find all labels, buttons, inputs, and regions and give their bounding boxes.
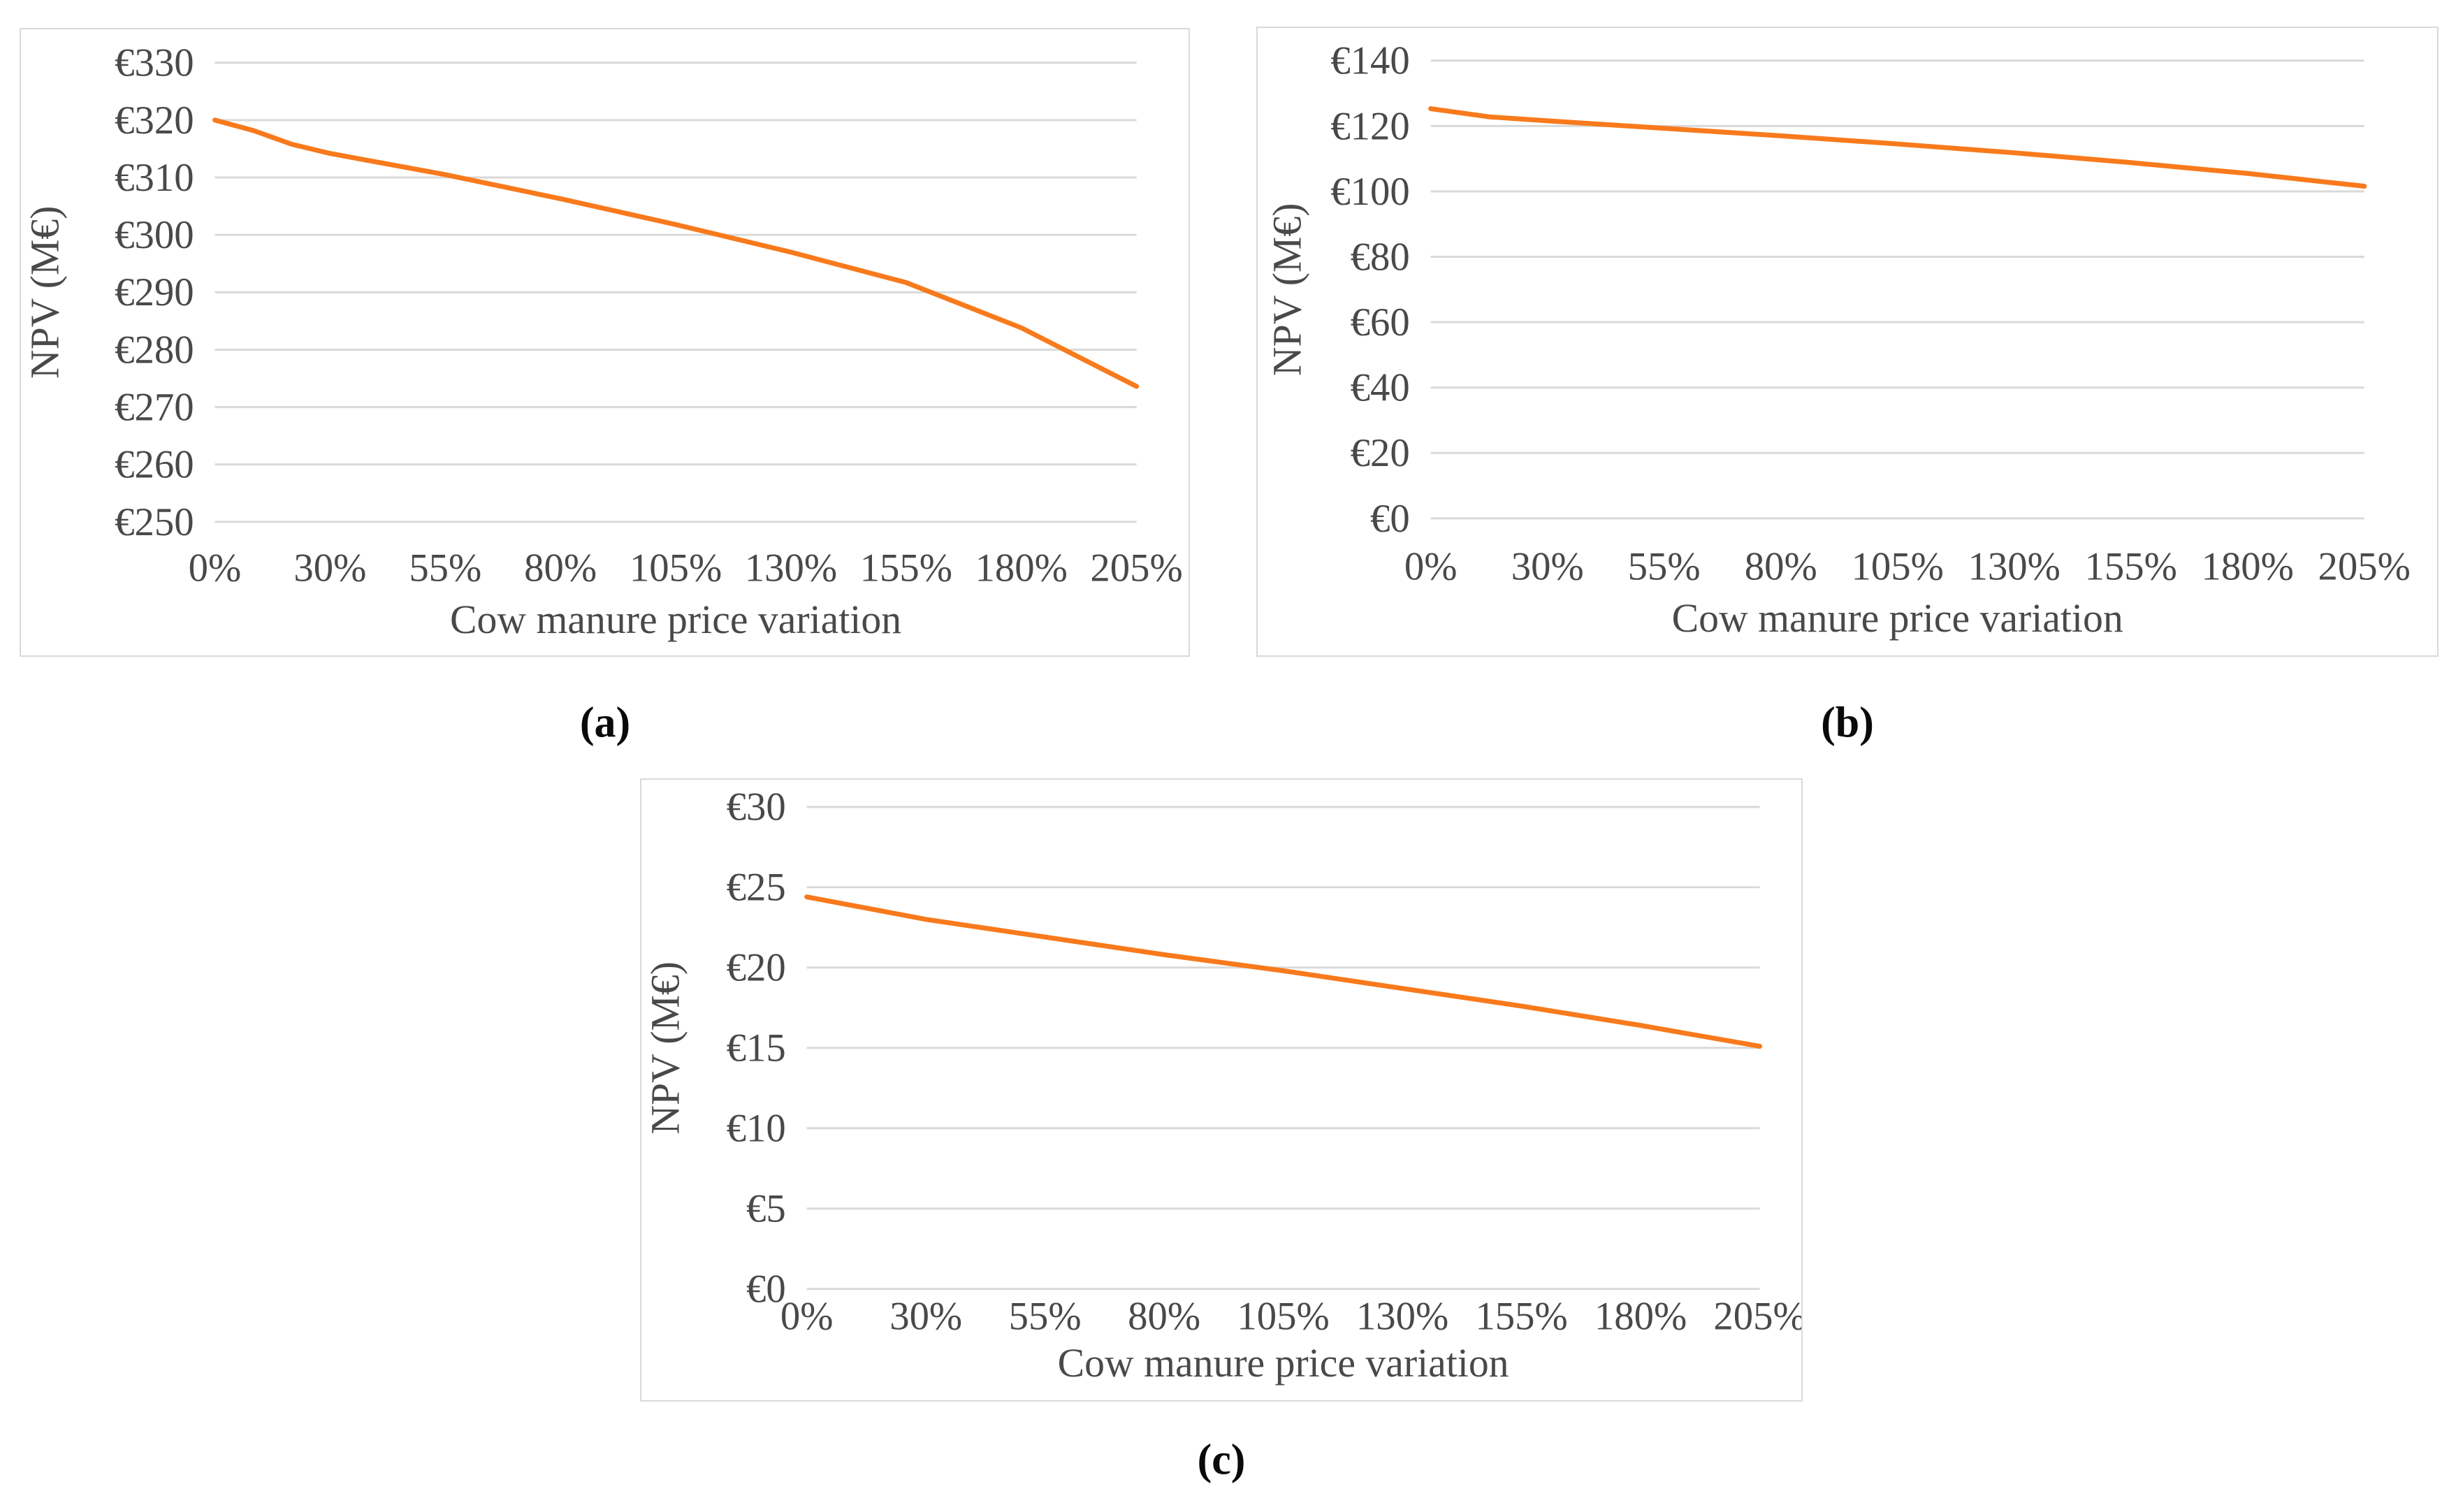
x-tick-label: 0% xyxy=(189,546,242,590)
x-tick-label: 55% xyxy=(1628,544,1701,588)
gridlines xyxy=(1430,59,2364,520)
caption-a: (a) xyxy=(579,699,631,747)
x-tick-label: 130% xyxy=(745,546,837,590)
y-tick-label: €40 xyxy=(1351,366,1410,410)
x-tick-label: 130% xyxy=(1968,544,2061,588)
y-tick-label: €330 xyxy=(115,41,194,85)
chart-c-svg: €30 €25 €20 €15 €10 €5 €00% 30% 55% 80% 105% 130% 15… xyxy=(644,785,1801,1386)
y-tick-label: €320 xyxy=(115,99,194,143)
x-tick-label: 55% xyxy=(1009,1294,1082,1338)
y-tick-label: €10 xyxy=(727,1107,786,1151)
y-tick-label: €140 xyxy=(1330,39,1409,83)
x-tick-label: 155% xyxy=(860,546,952,590)
y-tick-label: €290 xyxy=(115,270,194,314)
y-axis-tick-labels: €140 €120 €100 €80 €60 €40 €20 €0 xyxy=(1330,39,1409,541)
chart-panel-a: €330 €320 €310 €300 €290 €280 €270 €260 €250 0% 30… xyxy=(20,28,1190,657)
y-axis-tick-labels: €30 €25 €20 €15 €10 €5 €0 xyxy=(727,785,786,1311)
x-tick-label: 30% xyxy=(889,1294,962,1338)
y-tick-label: €270 xyxy=(115,386,194,430)
y-tick-label: €300 xyxy=(115,213,194,257)
y-tick-label: €120 xyxy=(1330,104,1409,148)
caption-b: (b) xyxy=(1821,699,1874,747)
x-axis-title: Cow manure price variation xyxy=(1672,597,2123,641)
x-tick-label: 130% xyxy=(1356,1294,1448,1338)
npv-line-series xyxy=(1428,106,2367,189)
y-tick-label: €20 xyxy=(727,946,786,990)
x-tick-label: 205% xyxy=(2318,544,2411,588)
x-tick-label: 80% xyxy=(1128,1294,1200,1338)
x-axis-tick-labels: 0% 30% 55% 80% 105% 130% 155% 180% 205% xyxy=(189,546,1183,590)
x-axis-tick-labels: 0% 30% 55% 80% 105% 130% 155% 180% 205% xyxy=(1404,544,2411,588)
x-tick-label: 180% xyxy=(975,546,1068,590)
y-tick-label: €250 xyxy=(115,500,194,544)
y-tick-label: €280 xyxy=(115,328,194,372)
y-tick-label: €0 xyxy=(746,1267,786,1311)
y-tick-label: €30 xyxy=(727,785,786,829)
y-axis-title: NPV (M€) xyxy=(23,206,67,379)
y-axis-title: NPV (M€) xyxy=(644,961,688,1134)
x-tick-label: 155% xyxy=(1475,1294,1567,1338)
x-tick-label: 55% xyxy=(409,546,481,590)
x-tick-label: 205% xyxy=(1713,1294,1801,1338)
y-tick-label: €260 xyxy=(115,443,194,487)
chart-b-svg: €140 €120 €100 €80 €60 €40 €20 €00% 30% 55% 80% 105… xyxy=(1265,39,2411,641)
x-tick-label: 180% xyxy=(1594,1294,1687,1338)
y-tick-label: €80 xyxy=(1351,235,1410,279)
x-tick-label: 80% xyxy=(1745,544,1817,588)
caption-c: (c) xyxy=(1197,1436,1246,1484)
y-axis-title: NPV (M€) xyxy=(1265,203,1309,377)
chart-panel-c: €30 €25 €20 €15 €10 €5 €0 0% 30% 55% 80% 105% 130% 15… xyxy=(640,778,1803,1402)
y-axis-tick-labels: €330 €320 €310 €300 €290 €280 €270 €260 €250 xyxy=(115,41,194,544)
y-tick-label: €15 xyxy=(727,1026,786,1070)
npv-line-series xyxy=(804,894,1763,1049)
x-tick-label: 180% xyxy=(2202,544,2294,588)
npv-line-series xyxy=(212,117,1140,389)
x-tick-label: 80% xyxy=(524,546,597,590)
x-axis-title: Cow manure price variation xyxy=(450,598,901,642)
x-tick-label: 30% xyxy=(1511,544,1584,588)
x-tick-label: 0% xyxy=(1404,544,1458,588)
y-tick-label: €60 xyxy=(1351,300,1410,344)
gridlines xyxy=(215,61,1137,523)
chart-panel-b: €140 €120 €100 €80 €60 €40 €20 €0 0% 30% 55% 80% 105… xyxy=(1256,27,2439,657)
x-tick-label: 105% xyxy=(630,546,722,590)
y-tick-label: €20 xyxy=(1351,431,1410,475)
y-tick-label: €5 xyxy=(746,1187,786,1231)
y-tick-label: €25 xyxy=(727,866,786,910)
gridlines xyxy=(806,806,1760,1291)
y-tick-label: €310 xyxy=(115,156,194,200)
x-tick-label: 30% xyxy=(293,546,366,590)
x-tick-label: 105% xyxy=(1851,544,1943,588)
x-axis-title: Cow manure price variation xyxy=(1058,1342,1509,1386)
x-tick-label: 205% xyxy=(1090,546,1182,590)
x-axis-tick-labels: 0% 30% 55% 80% 105% 130% 155% 180% 205% xyxy=(780,1294,1801,1338)
x-tick-label: 0% xyxy=(780,1294,834,1338)
x-tick-label: 105% xyxy=(1237,1294,1329,1338)
y-tick-label: €0 xyxy=(1370,497,1410,541)
y-tick-label: €100 xyxy=(1330,170,1409,214)
x-tick-label: 155% xyxy=(2085,544,2177,588)
